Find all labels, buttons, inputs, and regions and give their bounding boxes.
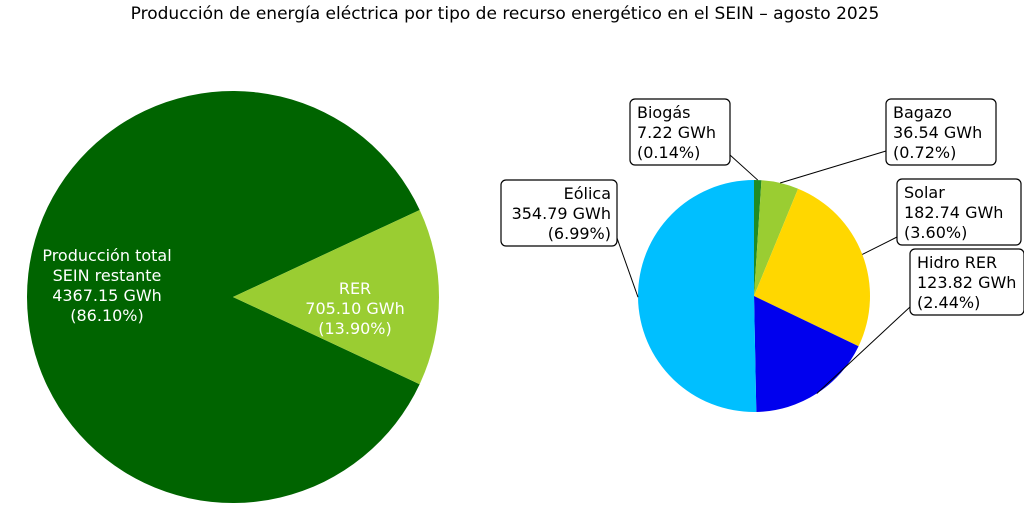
leader-line-solar bbox=[862, 236, 898, 255]
leader-line-hidro-rer bbox=[816, 306, 911, 394]
slice-label-rer: RER 705.10 GWh (13.90%) bbox=[305, 279, 404, 338]
slice-label-produccion-total-sein-restante: Producción total SEIN restante 4367.15 GWh… bbox=[42, 246, 171, 325]
pie-slice-eolica bbox=[637, 180, 757, 412]
pie-slice-bagazo bbox=[754, 180, 799, 296]
rer-pie: Biogás 7.22 GWh (0.14%) Bagazo 36.54 GWh (0.7… bbox=[500, 98, 1024, 412]
chart-title: Producción de energía eléctrica por tipo… bbox=[130, 4, 880, 24]
pie-slice-produccion-total-sein-restante bbox=[27, 91, 420, 504]
main-pie: Producción total SEIN restante 4367.15 GWh… bbox=[27, 91, 439, 504]
slice-label-hidro-rer: Hidro RER 123.82 GWh (2.44%) bbox=[917, 253, 1016, 312]
leader-line-biogas bbox=[729, 154, 759, 181]
pie-slice-hidro-rer bbox=[754, 296, 859, 412]
slice-label-biogas: Biogás 7.22 GWh (0.14%) bbox=[637, 103, 716, 162]
pie-slice-rer bbox=[233, 209, 439, 385]
slice-label-solar: Solar 182.74 GWh (3.60%) bbox=[904, 183, 1003, 242]
pie-slice-biogas bbox=[754, 180, 762, 296]
label-box-biogas bbox=[629, 98, 731, 166]
pie-slice-solar bbox=[754, 188, 870, 347]
label-box-solar bbox=[896, 178, 1022, 246]
slice-label-bagazo: Bagazo 36.54 GWh (0.72%) bbox=[893, 103, 982, 162]
label-box-eolica bbox=[500, 179, 618, 247]
leader-line-bagazo bbox=[779, 150, 887, 184]
label-box-hidro-rer bbox=[909, 248, 1024, 316]
label-box-bagazo bbox=[885, 98, 997, 166]
slice-label-eolica: Eólica 354.79 GWh (6.99%) bbox=[512, 184, 611, 243]
leader-line-eolica bbox=[616, 237, 639, 298]
